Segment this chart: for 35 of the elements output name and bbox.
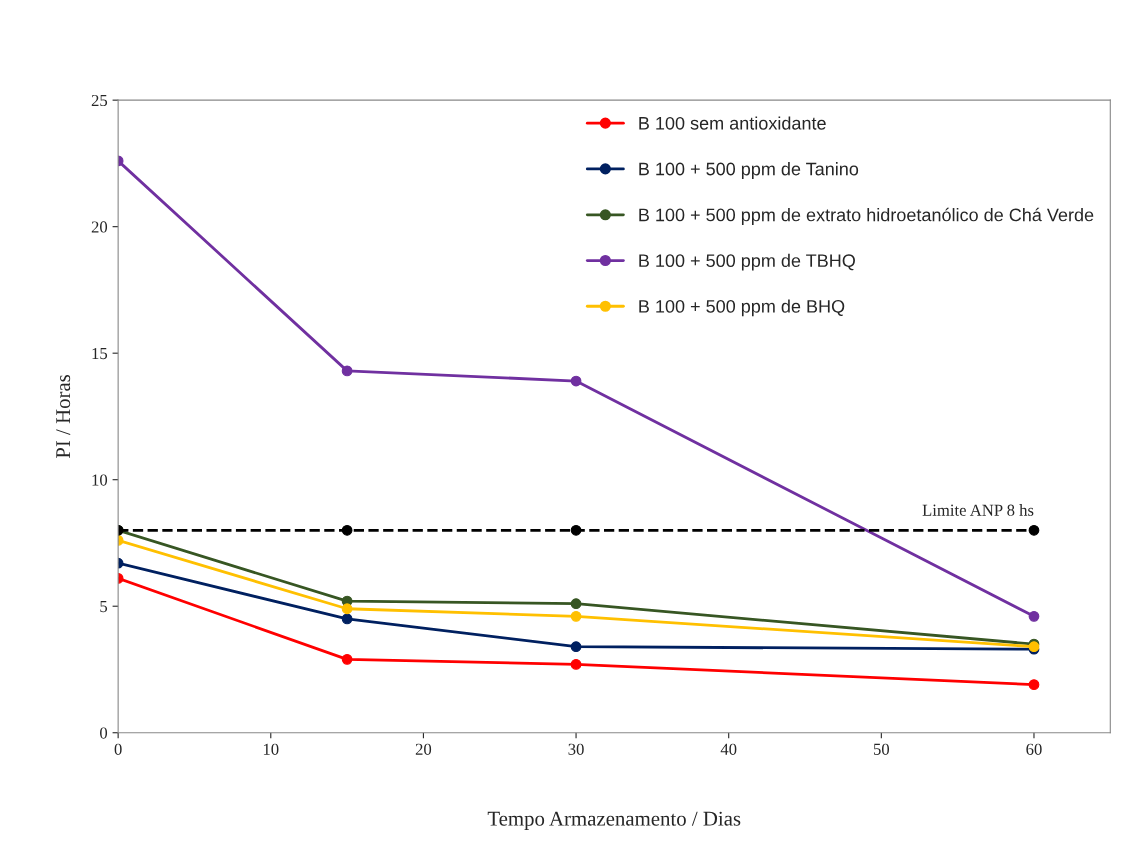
x-tick-label: 10 xyxy=(263,743,279,755)
point xyxy=(570,375,582,387)
x-tick-label: 0 xyxy=(114,743,122,755)
point xyxy=(341,613,353,625)
point xyxy=(570,659,582,670)
y-tick-label: 0 xyxy=(100,727,108,739)
point xyxy=(570,524,582,536)
point xyxy=(341,653,353,665)
point xyxy=(1028,610,1040,622)
legend-label: B 100 + 500 ppm de TBHQ xyxy=(639,253,855,271)
y-tick-label: 5 xyxy=(100,601,108,613)
x-tick-label: 40 xyxy=(720,743,737,755)
x-tick-label: 50 xyxy=(873,743,890,755)
y-tick-label: 10 xyxy=(92,474,108,486)
legend-label: B 100 sem antioxidante xyxy=(639,116,826,130)
series-label: Limite ANP 8 hs xyxy=(922,504,1034,516)
point xyxy=(1028,679,1040,691)
point xyxy=(570,641,582,653)
point xyxy=(341,365,353,377)
x-tick-label: 30 xyxy=(568,743,584,755)
y-tick-label: 15 xyxy=(92,347,108,360)
legend-label: B 100 + 500 ppm de Tanino xyxy=(639,162,859,179)
legend-label: B 100 + 500 ppm de BHQ xyxy=(639,299,845,317)
point xyxy=(341,603,353,615)
point xyxy=(341,524,353,536)
point xyxy=(1028,524,1040,536)
point xyxy=(570,598,582,610)
y-tick-label: 20 xyxy=(91,221,108,233)
legend-label: B 100 + 500 ppm de extrato hidroetanólico de Chá Verde xyxy=(639,207,1094,225)
x-tick-label: 60 xyxy=(1026,743,1042,755)
x-tick-label: 20 xyxy=(415,743,432,755)
y-tick-label: 25 xyxy=(91,94,108,107)
x-axis-title: Tempo Armazenamento / Dias xyxy=(487,811,741,830)
point xyxy=(570,610,582,622)
y-axis-title: PI / Horas xyxy=(56,374,71,459)
